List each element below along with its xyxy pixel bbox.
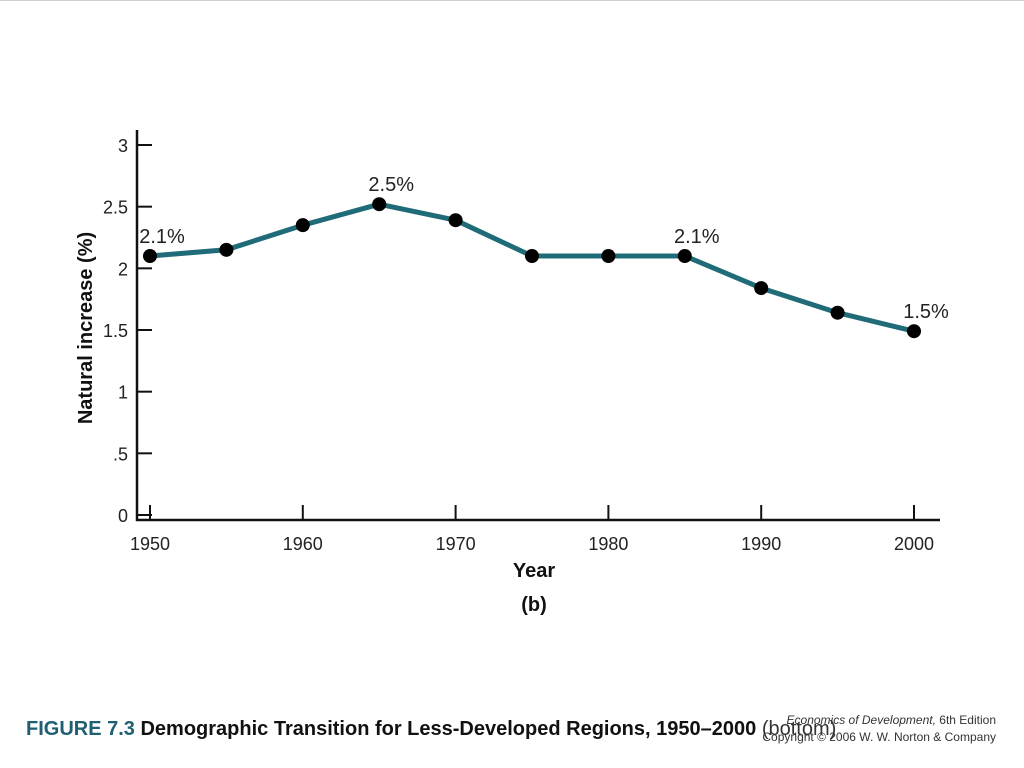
- y-tick-label: 2: [118, 259, 128, 279]
- x-tick-label: 1980: [588, 534, 628, 554]
- x-tick-label: 1990: [741, 534, 781, 554]
- data-point: [448, 213, 463, 228]
- data-label: 2.1%: [139, 226, 185, 248]
- y-axis-title: Natural increase (%): [75, 232, 97, 424]
- chart-point-labels: 2.1% 2.5% 2.1% 1.5%: [139, 174, 949, 323]
- book-title: Economics of Development,: [786, 713, 936, 727]
- x-tick-label: 1950: [130, 534, 170, 554]
- y-tick-label: 0: [118, 506, 128, 526]
- data-label: 1.5%: [903, 301, 949, 323]
- x-tick-label: 1970: [436, 534, 476, 554]
- y-tick-label: 1.5: [103, 321, 128, 341]
- y-tick-label: .5: [113, 444, 128, 464]
- data-point: [219, 242, 234, 257]
- top-divider: [0, 0, 1024, 1]
- x-axis-title: Year: [513, 560, 555, 582]
- chart-series: [143, 197, 921, 339]
- data-label: 2.1%: [674, 226, 720, 248]
- data-point: [677, 249, 692, 263]
- figure-caption: FIGURE 7.3 Demographic Transition for Le…: [26, 718, 836, 741]
- copyright-line: Copyright © 2006 W. W. Norton & Company: [762, 730, 996, 744]
- book-edition: 6th Edition: [939, 713, 996, 727]
- data-point: [601, 249, 616, 263]
- panel-label: (b): [521, 594, 547, 616]
- data-point: [754, 281, 769, 296]
- series-line: [147, 201, 917, 334]
- data-point: [372, 197, 387, 212]
- figure-title: Demographic Transition for Less-Develope…: [140, 718, 757, 740]
- data-point: [525, 249, 539, 263]
- data-point: [143, 249, 157, 263]
- publisher-credit: Economics of Development, 6th Edition Co…: [762, 712, 996, 746]
- y-tick-label: 2.5: [103, 198, 128, 218]
- book-edition-line: Economics of Development, 6th Edition: [762, 712, 996, 729]
- data-point: [830, 305, 845, 320]
- chart-ticks: 0 .5 1 1.5 2 2.5 3 1950 1960 1970 1980 1990 2000: [103, 136, 934, 554]
- data-point: [295, 218, 310, 233]
- data-point: [907, 324, 921, 339]
- y-tick-label: 1: [118, 383, 128, 403]
- figure-note: (bottom): [761, 718, 837, 740]
- data-label: 2.5%: [368, 174, 414, 196]
- x-tick-label: 1960: [283, 534, 323, 554]
- y-tick-label: 3: [118, 136, 128, 156]
- x-tick-label: 2000: [894, 534, 934, 554]
- chart-axes: [135, 130, 940, 522]
- figure-number: FIGURE 7.3: [26, 718, 135, 740]
